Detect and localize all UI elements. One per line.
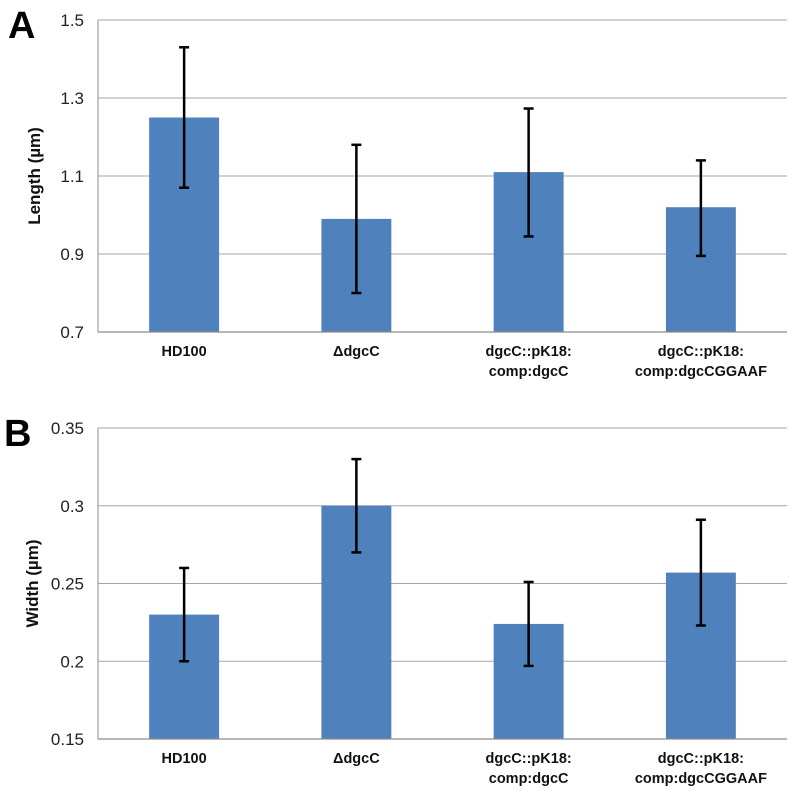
y-tick-label: 0.35 [51,419,84,438]
x-category-label-line: ΔdgcC [333,751,380,767]
chart-panel-b: B 0.15 0.2 0.25 0.3 0.35 Width (µm) HD100 ΔdgcC d… [4,413,787,787]
x-category-label-line: ΔdgcC [333,344,380,360]
x-category-label-line: comp:dgcC [489,771,569,787]
x-category-label-line: dgcC::pK18: [658,751,744,767]
x-category-label: ΔdgcC [333,344,380,360]
x-category-label: ΔdgcC [333,751,380,767]
x-category-label: HD100 [162,751,207,767]
x-category-label-line: HD100 [162,751,207,767]
x-category-label-line: dgcC::pK18: [658,344,744,360]
x-category-label: dgcC::pK18:comp:dgcCGGAAF [635,751,767,787]
y-tick-label: 0.25 [51,575,84,594]
x-category-label-line: comp:dgcC [489,364,569,380]
y-tick-label: 0.9 [60,245,84,264]
y-tick-label: 1.5 [60,11,84,30]
y-tick-label: 1.3 [60,89,84,108]
x-category-label-line: HD100 [162,344,207,360]
y-tick-label: 0.3 [60,497,84,516]
y-tick-label: 1.1 [60,167,84,186]
x-category-label: HD100 [162,344,207,360]
chart-panel-a: A 0.7 0.9 1.1 1.3 1.5 Length (µm) HD100 ΔdgcC dgc… [8,5,787,380]
x-category-label: dgcC::pK18:comp:dgcC [486,344,572,380]
panel-label: A [8,5,35,47]
y-axis-label: Width (µm) [23,539,42,627]
y-tick-label: 0.15 [51,730,84,749]
y-axis-label: Length (µm) [25,127,44,225]
x-category-label: dgcC::pK18:comp:dgcC [486,751,572,787]
x-category-label-line: dgcC::pK18: [486,751,572,767]
y-tick-label: 0.7 [60,323,84,342]
panel-label: B [4,413,31,455]
x-category-label-line: dgcC::pK18: [486,344,572,360]
x-category-label: dgcC::pK18:comp:dgcCGGAAF [635,344,767,380]
x-category-label-line: comp:dgcCGGAAF [635,364,767,380]
x-category-label-line: comp:dgcCGGAAF [635,771,767,787]
y-tick-label: 0.2 [60,652,84,671]
